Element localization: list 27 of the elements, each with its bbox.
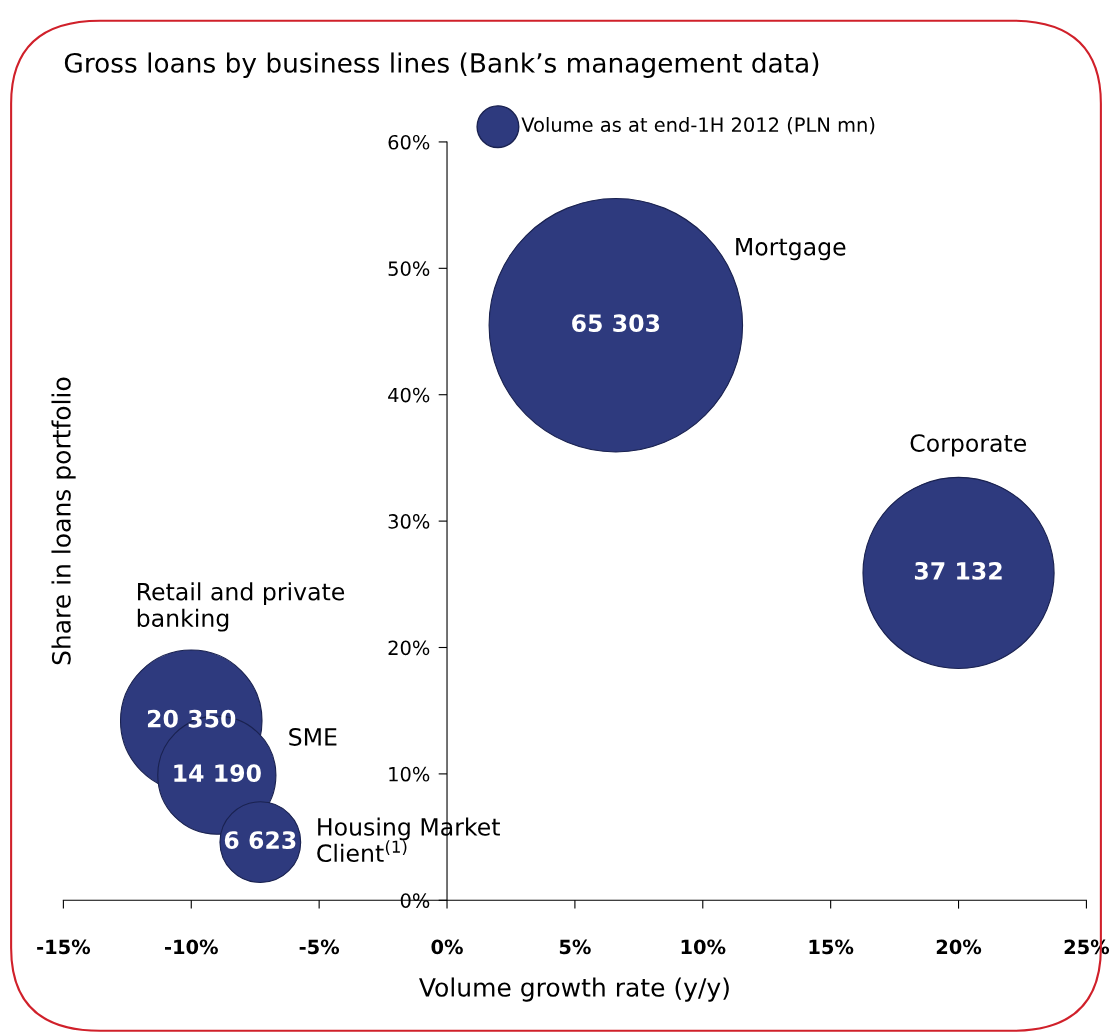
x-tick-label: 20% [936,939,982,955]
x-tick-label: 5% [559,939,591,955]
x-axis-title: Volume growth rate (y/y) [419,977,729,1002]
y-tick-label: 30% [388,514,430,529]
y-tick-label: 10% [389,766,430,782]
y-tick-label: 40% [388,387,430,403]
x-tick-label: -5% [299,939,340,955]
y-tick-label: 60% [388,134,430,150]
x-tick-label: -15% [37,939,91,955]
data-label: 65 303 [572,314,660,333]
y-tick-label: 20% [388,640,430,656]
x-tick-label: -10% [165,939,218,955]
data-label: 14 190 [174,764,261,783]
x-tick-label: 0% [431,939,463,955]
annotation: Mortgage [736,238,846,261]
x-tick-label: 15% [809,939,854,955]
legend-label: Volume as at end-1H 2012 (PLN mn) [521,116,875,135]
data-label: 6 623 [224,831,296,849]
x-tick-label: 10% [681,939,726,955]
annotation: Corporate [910,434,1027,457]
chart-title: Gross loans by business lines (Bank’s management data) [64,52,819,78]
annotation: SME [289,728,337,746]
data-label: 37 132 [914,561,1002,580]
annotation: Retail and private banking [137,582,345,632]
y-axis-title: Share in loans portfolio [51,377,76,665]
data-label: 20 350 [147,709,236,728]
y-tick-label: 50% [388,261,430,276]
